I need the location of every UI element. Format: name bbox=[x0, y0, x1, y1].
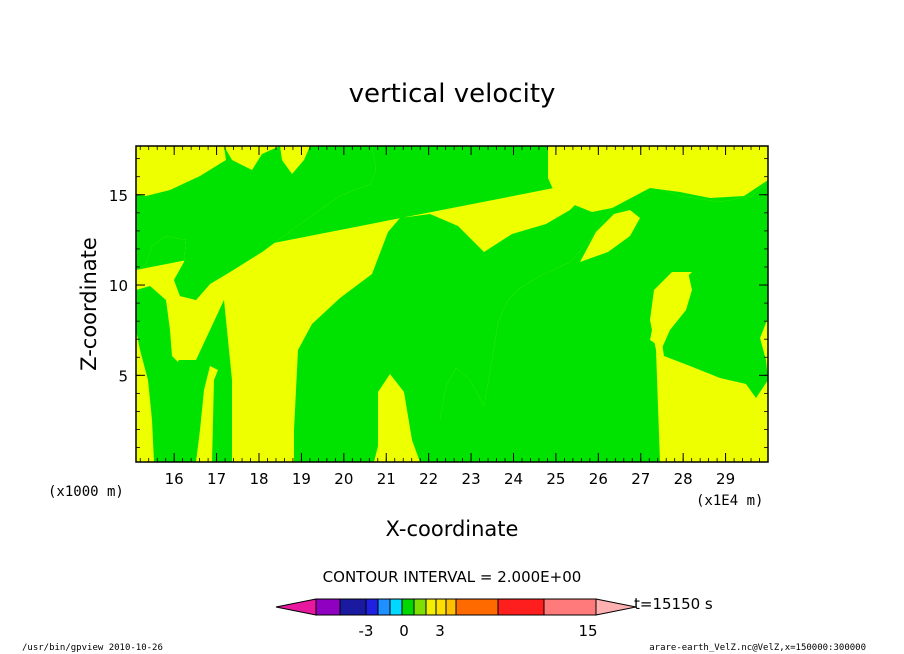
colorbar-high-arrow bbox=[595, 598, 637, 616]
y-axis-label: Z-coordinate bbox=[77, 237, 101, 371]
y-axis: 5 10 15 bbox=[109, 158, 768, 448]
x-tick-label: 18 bbox=[249, 470, 268, 488]
x-tick-label: 17 bbox=[207, 470, 226, 488]
x-axis: 16 17 18 19 20 21 22 23 24 25 26 27 28 29 bbox=[139, 146, 769, 488]
x-tick-label: 16 bbox=[165, 470, 184, 488]
colorbar-segment bbox=[389, 598, 403, 616]
colorbar-segment bbox=[435, 598, 447, 616]
colorbar-label: -3 bbox=[359, 622, 374, 640]
x-tick-label: 23 bbox=[462, 470, 481, 488]
chart-title: vertical velocity bbox=[349, 79, 556, 109]
colorbar-segment bbox=[377, 598, 391, 616]
negative-island-1 bbox=[492, 296, 500, 330]
y-tick-label: 5 bbox=[118, 367, 128, 385]
x-tick-label: 20 bbox=[334, 470, 353, 488]
colorbar-label: 15 bbox=[578, 622, 597, 640]
negative-region-main bbox=[136, 146, 768, 462]
x-unit-label: (x1E4 m) bbox=[696, 493, 763, 509]
colorbar-low-arrow bbox=[275, 598, 317, 616]
footer-program: /usr/bin/gpview 2010-10-26 bbox=[22, 643, 163, 653]
positive-island-1 bbox=[170, 316, 184, 362]
y-tick-label: 15 bbox=[109, 187, 128, 205]
x-tick-label: 24 bbox=[504, 470, 523, 488]
colorbar-segment bbox=[543, 598, 597, 616]
positive-island-4 bbox=[548, 146, 768, 212]
positive-island-5 bbox=[650, 272, 692, 348]
colorbar-segment bbox=[365, 598, 379, 616]
negative-region-right bbox=[440, 180, 768, 462]
colorbar-segment bbox=[445, 598, 457, 616]
plot-area bbox=[135, 145, 769, 463]
plot-frame bbox=[135, 145, 769, 463]
footer-source: arare-earth_VelZ.nc@VelZ,x=150000:300000 bbox=[649, 643, 866, 653]
x-tick-label: 27 bbox=[631, 470, 650, 488]
colorbar-segment bbox=[413, 598, 427, 616]
positive-island-2 bbox=[580, 210, 640, 262]
colorbar-label: 0 bbox=[399, 622, 409, 640]
colorbar-label: 3 bbox=[435, 622, 445, 640]
x-tick-label: 22 bbox=[419, 470, 438, 488]
colorbar-segment bbox=[455, 598, 499, 616]
x-tick-label: 29 bbox=[716, 470, 735, 488]
x-tick-label: 21 bbox=[377, 470, 396, 488]
x-tick-label: 25 bbox=[546, 470, 565, 488]
colorbar: -3 0 3 15 bbox=[275, 598, 637, 640]
x-axis-label: X-coordinate bbox=[386, 517, 519, 541]
colorbar-segment bbox=[425, 598, 437, 616]
colorbar-segment bbox=[497, 598, 545, 616]
positive-island-3 bbox=[136, 146, 226, 196]
y-unit-label: (x1000 m) bbox=[48, 484, 124, 500]
colorbar-segment bbox=[315, 598, 341, 616]
colorbar-segment bbox=[339, 598, 367, 616]
x-tick-label: 26 bbox=[589, 470, 608, 488]
y-tick-label: 10 bbox=[109, 277, 128, 295]
x-tick-label: 19 bbox=[292, 470, 311, 488]
time-label: t=15150 s bbox=[634, 595, 713, 613]
contour-interval-label: CONTOUR INTERVAL = 2.000E+00 bbox=[323, 568, 582, 586]
x-tick-label: 28 bbox=[674, 470, 693, 488]
negative-region-left bbox=[136, 286, 232, 462]
colorbar-segment bbox=[401, 598, 415, 616]
